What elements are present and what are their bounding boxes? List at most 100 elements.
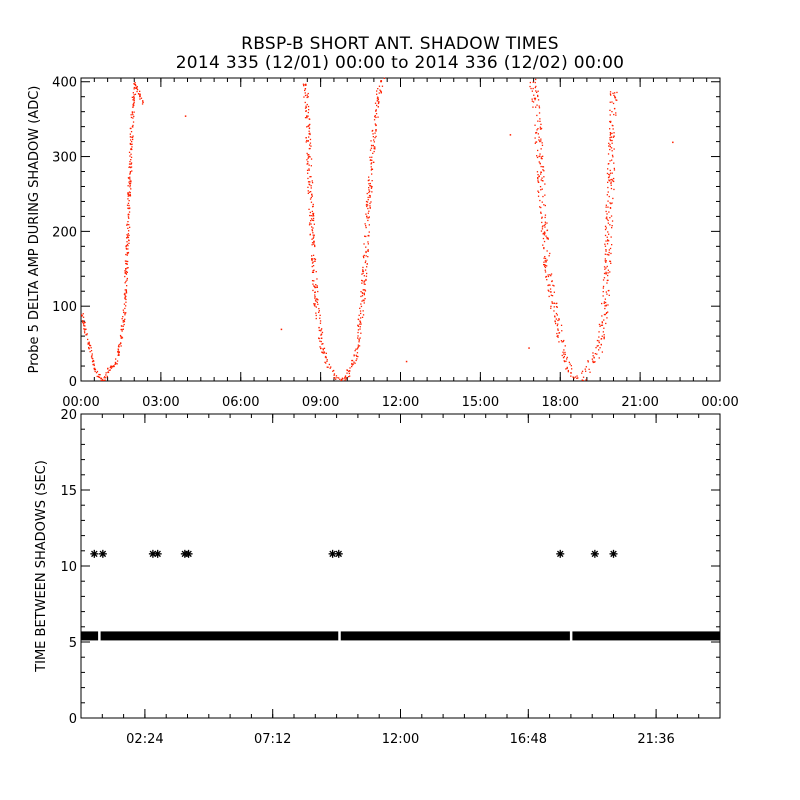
amplitude-point	[319, 314, 321, 316]
amplitude-point	[311, 280, 314, 282]
amplitude-point	[613, 113, 615, 116]
amplitude-point	[541, 221, 543, 224]
amplitude-point	[310, 218, 313, 220]
amplitude-point	[564, 345, 566, 347]
amplitude-point	[87, 338, 89, 341]
amplitude-point	[128, 177, 130, 180]
amplitude-point	[133, 94, 135, 96]
amplitude-point	[536, 129, 538, 131]
amplitude-point	[313, 236, 315, 238]
amplitude-point	[546, 229, 548, 232]
amplitude-point	[600, 324, 602, 326]
amplitude-point	[601, 324, 604, 326]
amplitude-point	[119, 343, 121, 345]
amplitude-point	[609, 114, 611, 116]
amplitude-point	[367, 212, 369, 214]
amplitude-point	[127, 245, 129, 247]
amplitude-point	[324, 361, 326, 363]
amplitude-point	[612, 102, 615, 105]
amplitude-point	[607, 200, 609, 202]
amplitude-point	[542, 195, 544, 198]
amplitude-point	[321, 328, 323, 330]
amplitude-point	[367, 249, 369, 251]
x-tick-label: 09:00	[302, 395, 339, 410]
amplitude-point	[594, 361, 596, 363]
amplitude-point	[375, 109, 377, 111]
amplitude-point	[314, 244, 316, 246]
amplitude-point	[377, 106, 379, 108]
amplitude-point	[126, 271, 128, 273]
amplitude-point	[540, 138, 542, 140]
amplitude-point	[309, 132, 311, 134]
amplitude-point	[134, 83, 136, 86]
amplitude-point	[608, 142, 610, 144]
amplitude-point	[357, 318, 360, 321]
amplitude-point	[375, 135, 377, 138]
amplitude-point	[564, 360, 566, 363]
amplitude-point	[310, 215, 312, 217]
amplitude-point	[315, 286, 317, 289]
amplitude-point	[322, 352, 324, 354]
amplitude-point	[124, 282, 126, 284]
amplitude-point	[361, 279, 363, 282]
amplitude-point	[593, 357, 595, 359]
amplitude-point	[541, 177, 543, 179]
amplitude-point	[546, 250, 548, 252]
y-tick-label: 10	[60, 560, 77, 575]
amplitude-point	[376, 93, 378, 95]
amplitude-point	[605, 260, 607, 262]
amplitude-point	[314, 303, 316, 305]
amplitude-point	[93, 368, 96, 371]
amplitude-point	[129, 171, 132, 173]
amplitude-point	[610, 181, 612, 183]
amplitude-point	[582, 376, 585, 378]
amplitude-point	[122, 309, 124, 311]
amplitude-point	[600, 344, 602, 346]
y-axis-label: Probe 5 DELTA AMP DURING SHADOW (ADC)	[27, 86, 42, 374]
amplitude-point	[609, 202, 611, 204]
amplitude-point	[376, 90, 378, 92]
amplitude-point	[567, 369, 569, 372]
amplitude-point	[314, 297, 316, 299]
amplitude-point	[601, 322, 603, 324]
amplitude-point	[123, 320, 126, 323]
delta-amp-panel: 0 100 200 300 400 00:00 03:00 06:00 09:00 12:00 15…	[27, 76, 739, 410]
asterisk-point	[184, 549, 193, 558]
amplitude-point	[317, 290, 319, 293]
amplitude-point	[313, 285, 315, 287]
amplitude-point	[360, 303, 362, 305]
amplitude-point	[88, 343, 90, 345]
y-tick-label: 400	[52, 76, 77, 91]
plot-frame	[80, 77, 721, 382]
amplitude-point	[117, 345, 120, 348]
amplitude-point	[374, 137, 376, 139]
amplitude-point	[129, 127, 131, 130]
amplitude-point	[540, 173, 542, 175]
amplitude-point	[361, 292, 363, 294]
amplitude-point	[126, 279, 128, 281]
amplitude-point	[127, 192, 129, 194]
amplitude-point	[127, 227, 129, 229]
amplitude-point	[543, 224, 546, 226]
y-tick-label: 20	[60, 408, 77, 423]
amplitude-point	[372, 133, 374, 135]
amplitude-point	[310, 220, 312, 222]
amplitude-point	[605, 206, 607, 208]
amplitude-point	[615, 99, 617, 101]
amplitude-point	[545, 276, 547, 278]
amplitude-point	[609, 121, 612, 123]
amplitude-point	[129, 184, 131, 186]
amplitude-point	[304, 107, 307, 109]
amplitude-point	[546, 265, 548, 267]
amplitude-point	[365, 278, 367, 281]
amplitude-point	[360, 323, 362, 325]
amplitude-point	[82, 320, 84, 322]
amplitude-point	[375, 129, 377, 131]
amplitude-point	[538, 107, 541, 109]
amplitude-point	[605, 210, 607, 213]
amplitude-point	[535, 141, 538, 143]
amplitude-point	[537, 133, 539, 135]
amplitude-point	[609, 93, 612, 95]
amplitude-point	[564, 351, 566, 354]
amplitude-point	[312, 289, 314, 292]
